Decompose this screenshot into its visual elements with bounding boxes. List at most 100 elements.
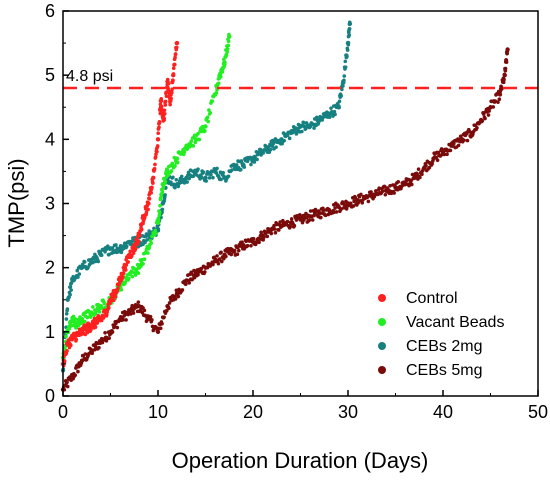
data-point-fill [307, 218, 312, 222]
data-point-fill [143, 240, 147, 245]
data-point-fill [261, 151, 265, 155]
data-point-fill [90, 351, 94, 356]
data-point [203, 124, 208, 129]
data-point-fill [218, 74, 223, 79]
data-point [347, 21, 353, 27]
data-point-fill [211, 262, 215, 267]
legend-label: Vacant Beads [406, 314, 504, 331]
data-point-fill [269, 231, 274, 236]
data-point-fill [496, 100, 500, 104]
data-point-fill [110, 246, 115, 250]
data-point-fill [329, 106, 333, 110]
data-point-fill [156, 228, 161, 233]
data-point-fill [255, 157, 259, 162]
data-point-fill [123, 268, 128, 272]
data-point-fill [319, 215, 323, 220]
data-point-fill [238, 167, 243, 172]
data-point-fill [232, 248, 237, 253]
data-point-fill [292, 223, 297, 228]
data-point-fill [68, 292, 72, 297]
data-point-fill [236, 248, 241, 253]
data-point [174, 156, 180, 161]
series-control [60, 40, 180, 368]
data-point-fill [64, 312, 69, 316]
data-point [203, 175, 208, 181]
data-point-fill [211, 175, 215, 180]
data-point-fill [123, 280, 128, 284]
data-point [155, 329, 161, 335]
data-point-fill [150, 185, 154, 190]
data-point-fill [152, 166, 157, 171]
data-point-fill [265, 234, 270, 239]
data-point-fill [216, 261, 221, 266]
data-point-fill [142, 308, 147, 313]
data-point-fill [176, 184, 181, 189]
data-point-fill [133, 273, 138, 277]
data-point-fill [169, 96, 173, 101]
data-point-fill [71, 376, 75, 381]
data-point-fill [130, 274, 135, 279]
data-point-fill [234, 163, 239, 167]
data-point-fill [161, 185, 166, 189]
data-point-fill [89, 315, 93, 319]
data-point-fill [230, 168, 234, 172]
data-point-fill [418, 175, 422, 180]
data-point-fill [225, 47, 230, 51]
data-point-fill [314, 115, 319, 120]
data-point-fill [162, 108, 167, 113]
data-point-fill [187, 176, 192, 181]
data-point-fill [337, 105, 341, 110]
data-point-fill [155, 144, 160, 148]
data-point-fill [491, 105, 496, 109]
data-point-fill [164, 94, 169, 99]
data-point-fill [339, 94, 344, 98]
x-axis: 0 10 20 30 40 50 [58, 390, 548, 422]
data-point-fill [110, 330, 115, 334]
data-point-fill [382, 184, 387, 189]
data-point-fill [344, 207, 349, 211]
data-point-fill [366, 199, 371, 204]
data-point-fill [185, 180, 189, 184]
data-point-fill [115, 289, 120, 293]
data-point-fill [149, 241, 154, 245]
data-point-fill [220, 70, 225, 74]
data-point-fill [93, 344, 98, 349]
data-point-fill [342, 78, 346, 83]
legend-label: CEBs 5mg [406, 362, 482, 379]
data-point-fill [146, 251, 150, 255]
y-axis-title: TMP(psi) [4, 158, 29, 247]
data-point-fill [240, 240, 244, 244]
data-point-fill [171, 175, 175, 180]
data-point-fill [129, 269, 134, 273]
data-point-fill [97, 345, 101, 350]
data-point-fill [359, 192, 363, 197]
x-tick-label: 10 [148, 402, 168, 422]
data-point [497, 92, 503, 97]
data-point-fill [130, 303, 135, 308]
legend-marker [378, 318, 386, 326]
data-point-fill [205, 115, 210, 120]
data-point-fill [456, 143, 461, 148]
data-point-fill [154, 231, 158, 235]
data-point-fill [224, 254, 228, 259]
data-point [174, 40, 180, 46]
data-point-fill [169, 169, 174, 173]
data-point-fill [75, 268, 80, 273]
data-point-fill [342, 74, 347, 78]
data-point-fill [145, 238, 149, 242]
data-point-fill [223, 62, 227, 66]
data-point-fill [300, 129, 304, 134]
data-point-fill [99, 318, 104, 323]
x-tick-label: 30 [338, 402, 358, 422]
data-point-fill [166, 82, 171, 86]
data-point-fill [249, 162, 253, 167]
data-point-fill [203, 129, 207, 133]
data-point-fill [62, 359, 67, 363]
data-point-fill [199, 175, 204, 179]
data-point-fill [184, 282, 188, 287]
data-point-fill [115, 325, 120, 330]
data-point-fill [120, 275, 125, 279]
data-point-fill [82, 260, 87, 264]
data-point-fill [424, 163, 428, 168]
data-point-fill [442, 152, 447, 157]
